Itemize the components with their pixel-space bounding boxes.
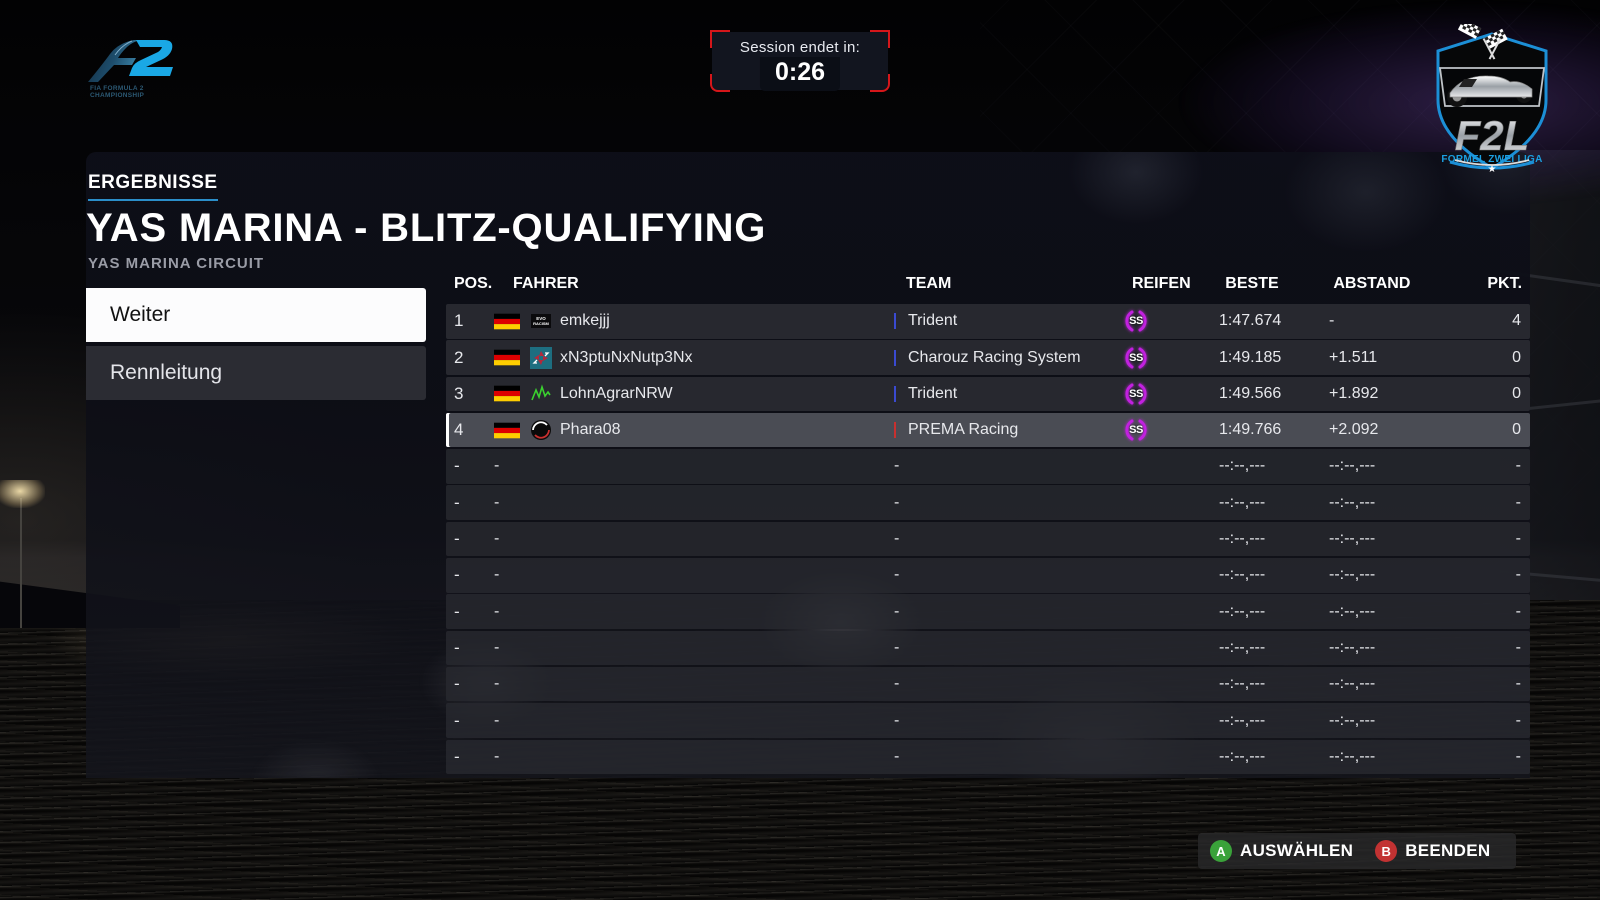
svg-text:CHAMPIONSHIP: CHAMPIONSHIP [90, 92, 145, 99]
svg-text:★: ★ [1488, 164, 1497, 174]
svg-text:F2L: F2L [1455, 112, 1530, 159]
svg-text:FIA FORMULA 2: FIA FORMULA 2 [90, 85, 144, 92]
svg-text:RACISM: RACISM [533, 321, 549, 326]
